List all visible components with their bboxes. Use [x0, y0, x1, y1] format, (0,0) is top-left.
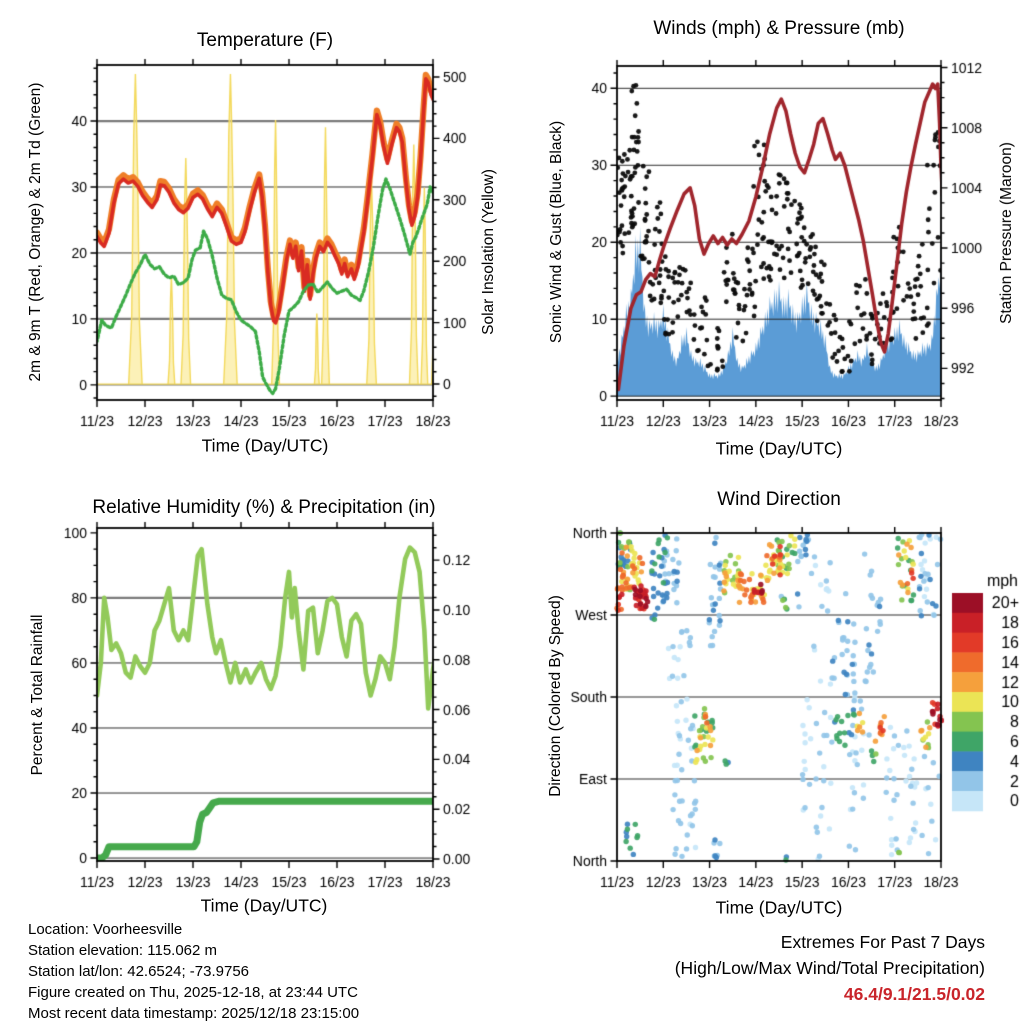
chart-title-winds-pressure: Winds (mph) & Pressure (mb): [653, 18, 905, 39]
extremes-subheading: (High/Low/Max Wind/Total Precipitation): [674, 958, 985, 978]
extremes-heading: Extremes For Past 7 Days: [780, 932, 985, 952]
y-axis-label-temperature-left: 2m & 9m T (Red, Orange) & 2m Td (Green): [27, 82, 44, 382]
x-axis-label-winds: Time (Day/UTC): [715, 438, 843, 459]
x-axis-label-temperature: Time (Day/UTC): [201, 435, 329, 456]
chart-title-humidity-precip: Relative Humidity (%) & Precipitation (i…: [92, 497, 436, 518]
extremes-block: Extremes For Past 7 Days (High/Low/Max W…: [675, 929, 985, 1007]
y-axis-label-humidity-left: Percent & Total Rainfall: [29, 614, 46, 776]
chart-title-temperature: Temperature (F): [196, 30, 334, 51]
y-axis-label-pressure-right: Station Pressure (Maroon): [998, 142, 1015, 324]
station-latlon: Station lat/lon: 42.6524; -73.9756: [28, 963, 250, 980]
extremes-values: 46.4/9.1/21.5/0.02: [843, 984, 985, 1004]
figure-created-timestamp: Figure created on Thu, 2025-12-18, at 23…: [28, 984, 358, 1001]
station-elevation: Station elevation: 115.062 m: [28, 942, 218, 959]
station-location: Location: Voorheesville: [28, 921, 183, 938]
chart-title-wind-direction: Wind Direction: [717, 489, 841, 510]
x-axis-label-wind-direction: Time (Day/UTC): [715, 897, 843, 918]
y-axis-label-direction-left: Direction (Colored By Speed): [547, 595, 564, 797]
y-axis-label-solar-right: Solar Insolation (Yellow): [480, 169, 497, 335]
x-axis-label-humidity: Time (Day/UTC): [200, 895, 328, 916]
y-axis-label-wind-left: Sonic Wind & Gust (Blue, Black): [548, 120, 565, 344]
station-info-block: Location: Voorheesville Station elevatio…: [28, 919, 359, 1024]
recent-data-timestamp: Most recent data timestamp: 2025/12/18 2…: [28, 1005, 360, 1022]
